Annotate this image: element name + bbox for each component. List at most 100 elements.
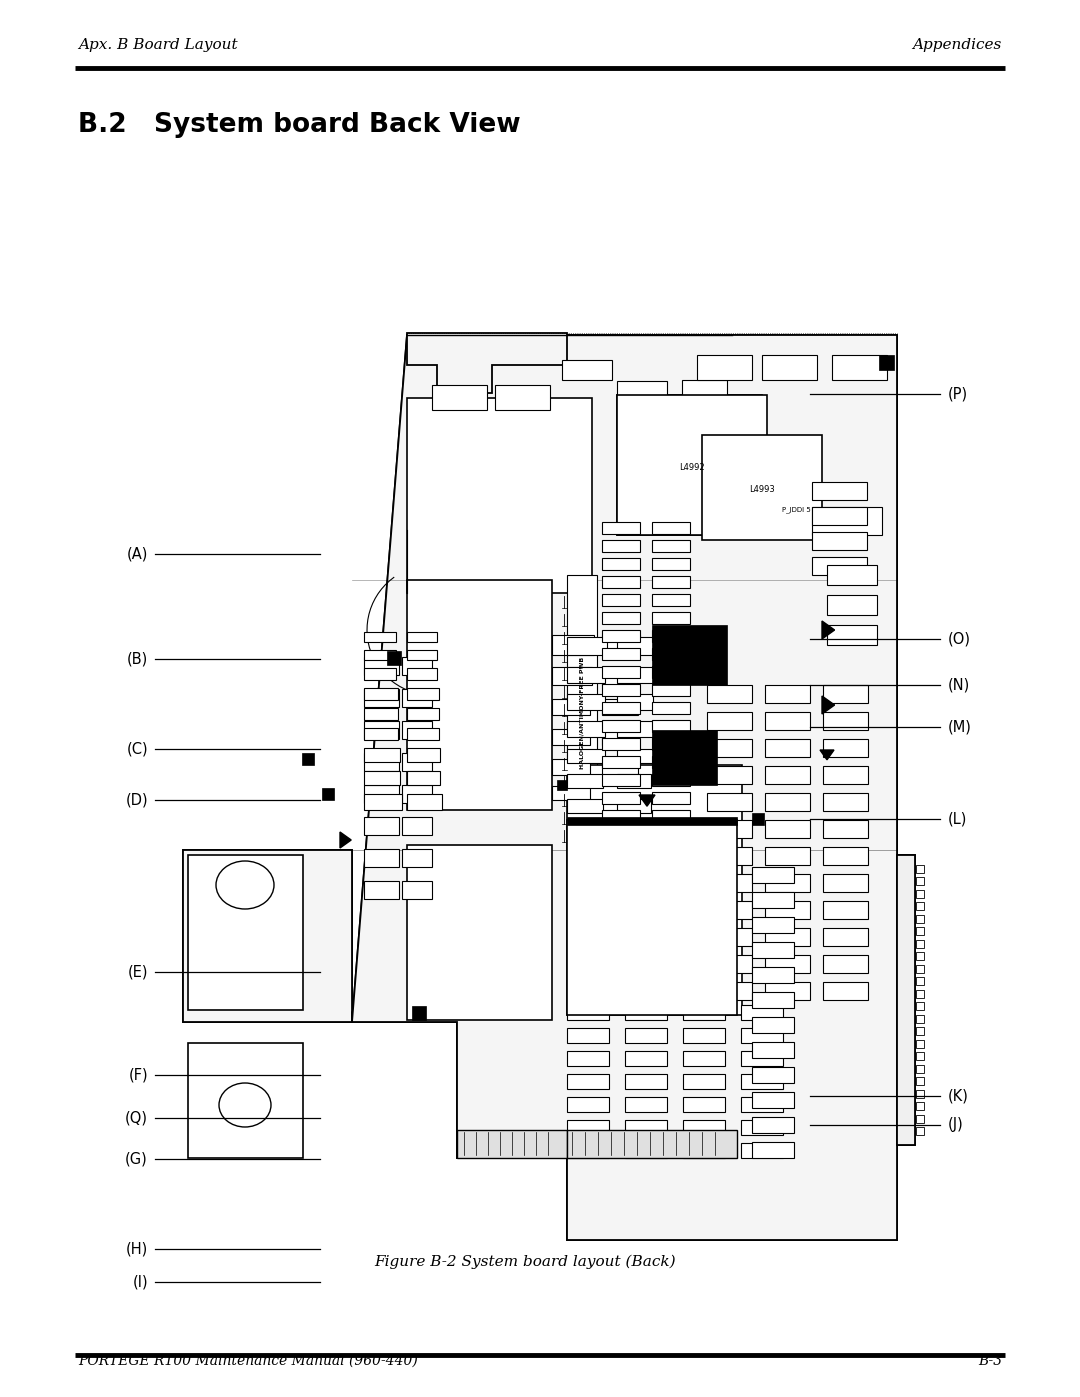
- Bar: [752, 1141, 794, 1158]
- Bar: [752, 1017, 794, 1032]
- Bar: [683, 1143, 725, 1158]
- Bar: [602, 698, 638, 715]
- Bar: [602, 594, 640, 606]
- Bar: [916, 1127, 924, 1134]
- Bar: [823, 793, 868, 812]
- Bar: [812, 482, 867, 500]
- Bar: [652, 522, 690, 534]
- Bar: [364, 631, 396, 643]
- Bar: [364, 721, 399, 739]
- Bar: [916, 1077, 924, 1085]
- Bar: [916, 951, 924, 960]
- Bar: [652, 685, 690, 696]
- Bar: [652, 594, 690, 606]
- Bar: [567, 1130, 737, 1158]
- Bar: [765, 847, 810, 865]
- Bar: [567, 1143, 609, 1158]
- Bar: [567, 1097, 609, 1112]
- Bar: [617, 395, 767, 535]
- Bar: [832, 355, 887, 380]
- Bar: [683, 1051, 725, 1066]
- Bar: [567, 1074, 609, 1090]
- Bar: [407, 793, 442, 810]
- Bar: [707, 982, 752, 1000]
- Polygon shape: [183, 335, 915, 1241]
- Bar: [752, 992, 794, 1009]
- Bar: [823, 901, 868, 919]
- Bar: [322, 788, 334, 800]
- Bar: [617, 637, 654, 655]
- Bar: [916, 989, 924, 997]
- Bar: [823, 982, 868, 1000]
- Bar: [683, 1097, 725, 1112]
- Bar: [752, 942, 794, 958]
- Bar: [707, 901, 752, 919]
- Bar: [752, 967, 794, 983]
- Bar: [765, 739, 810, 757]
- Text: Appendices: Appendices: [913, 38, 1002, 52]
- Bar: [916, 877, 924, 886]
- Bar: [552, 787, 590, 800]
- Bar: [567, 820, 737, 1016]
- Bar: [602, 576, 640, 588]
- Bar: [752, 1092, 794, 1108]
- Text: (H): (H): [125, 1242, 148, 1256]
- Text: (K): (K): [948, 1088, 969, 1104]
- Bar: [567, 694, 605, 710]
- Bar: [752, 1067, 794, 1083]
- Text: (C): (C): [126, 742, 148, 757]
- Bar: [879, 355, 894, 370]
- Bar: [602, 541, 640, 552]
- Bar: [557, 780, 567, 789]
- Bar: [407, 398, 592, 592]
- Bar: [916, 865, 924, 873]
- Bar: [823, 820, 868, 838]
- Bar: [762, 355, 816, 380]
- Bar: [602, 636, 640, 655]
- Bar: [407, 668, 437, 680]
- Text: (D): (D): [125, 792, 148, 807]
- Bar: [652, 648, 690, 659]
- Bar: [567, 721, 605, 738]
- Bar: [812, 557, 867, 576]
- Bar: [812, 507, 882, 535]
- Polygon shape: [183, 335, 897, 1241]
- Bar: [741, 1097, 783, 1112]
- Bar: [765, 712, 810, 731]
- Polygon shape: [822, 696, 835, 714]
- Bar: [402, 657, 432, 675]
- Bar: [364, 771, 400, 785]
- Bar: [707, 847, 752, 865]
- Bar: [681, 380, 727, 400]
- Bar: [752, 893, 794, 908]
- Bar: [364, 668, 396, 680]
- Bar: [707, 928, 752, 946]
- Bar: [364, 708, 399, 719]
- Bar: [652, 792, 690, 805]
- Bar: [683, 1074, 725, 1090]
- Bar: [457, 1130, 567, 1158]
- Bar: [402, 849, 432, 868]
- Bar: [402, 817, 432, 835]
- Bar: [765, 793, 810, 812]
- Text: (F): (F): [129, 1067, 148, 1083]
- Text: (I): (I): [133, 1274, 148, 1289]
- Bar: [602, 756, 640, 768]
- Polygon shape: [340, 833, 351, 848]
- Text: HALOGEN/ANTIMONY-FREE PWB: HALOGEN/ANTIMONY-FREE PWB: [580, 657, 584, 768]
- Bar: [765, 766, 810, 784]
- Text: PORTEGE R100 Maintenance Manual (960-440): PORTEGE R100 Maintenance Manual (960-440…: [78, 1354, 418, 1368]
- Bar: [302, 753, 314, 766]
- Bar: [916, 1115, 924, 1123]
- Bar: [402, 721, 432, 739]
- Ellipse shape: [219, 1083, 271, 1127]
- Bar: [617, 774, 651, 788]
- Bar: [652, 731, 717, 785]
- Text: (G): (G): [125, 1151, 148, 1166]
- Bar: [652, 703, 690, 714]
- Bar: [495, 386, 550, 409]
- Bar: [567, 637, 607, 655]
- Bar: [765, 982, 810, 1000]
- Ellipse shape: [216, 861, 274, 909]
- Bar: [683, 1004, 725, 1020]
